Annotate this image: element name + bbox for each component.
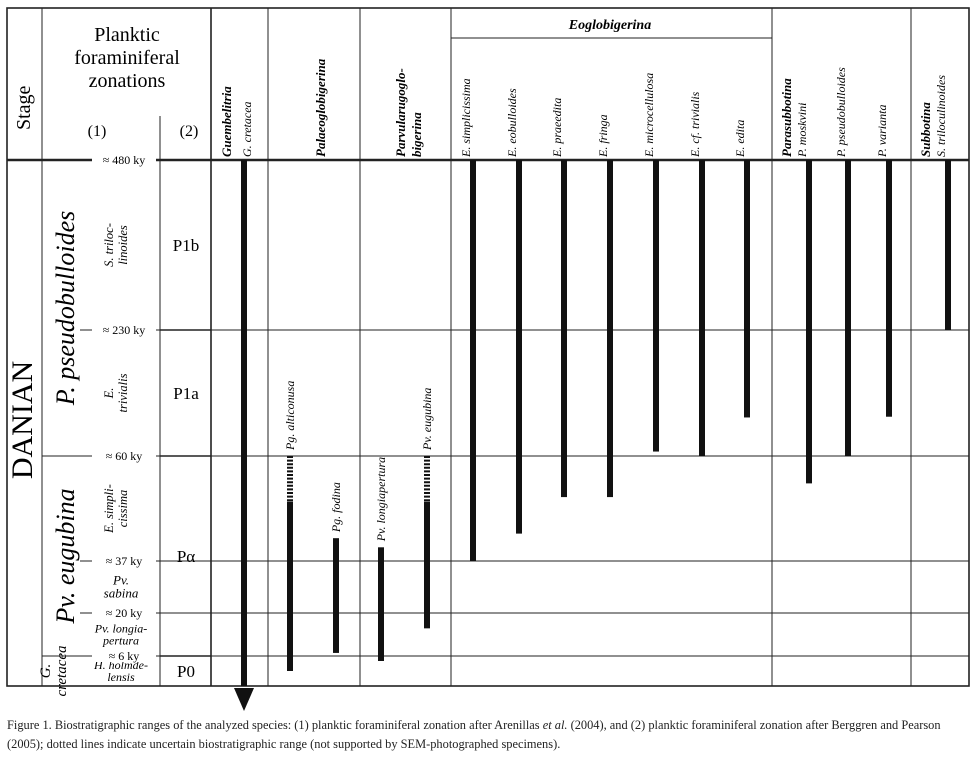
age-mark-37: ≈ 37 ky bbox=[106, 554, 143, 568]
range-g-cretacea-label: G. cretacea bbox=[240, 101, 254, 157]
range-pv-eugubina-label: Pv. eugubina bbox=[420, 388, 434, 451]
range-pg-fodina-label: Pg. fodina bbox=[329, 482, 343, 533]
range-e-cf-trivialis-label: E. cf. trivialis bbox=[688, 91, 702, 158]
range-p-pseudobulloides-bar bbox=[845, 160, 851, 456]
age-mark-20: ≈ 20 ky bbox=[106, 606, 143, 620]
stage-name: DANIAN bbox=[6, 361, 39, 479]
range-p-pseudobulloides-label: P. pseudobulloides bbox=[834, 67, 848, 158]
genus-guembelitria: Guembelitria bbox=[219, 86, 234, 157]
range-pv-longiapertura-bar bbox=[378, 547, 384, 661]
range-e-praeedita-label: E. praeedita bbox=[550, 98, 564, 158]
zone-a-name-g-cretacea-2: cretacea bbox=[54, 645, 70, 696]
zone-b-p-alpha: Pα bbox=[177, 547, 195, 566]
range-e-praeedita-bar bbox=[561, 160, 567, 498]
range-e-cf-trivialis-bar bbox=[699, 160, 705, 456]
age-mark-bg bbox=[92, 650, 156, 662]
age-mark-230: ≈ 230 ky bbox=[103, 323, 146, 337]
zone-a-name-pv-eugubina: Pv. eugubina bbox=[51, 488, 80, 624]
range-g-cretacea-arrow bbox=[234, 688, 254, 711]
subzone-e-trivialis-line-2: trivialis bbox=[116, 373, 130, 412]
subzone-s-triloc-linoides-line-2: linoides bbox=[116, 225, 130, 265]
genus-eoglobigerina: Eoglobigerina bbox=[568, 18, 651, 33]
chart-grid bbox=[6, 7, 970, 687]
genus-palaeoglobigerina: Palaeoglobigerina bbox=[313, 58, 328, 157]
zone-a-name-p-pseudobulloides: P. pseudobulloides bbox=[51, 211, 80, 407]
age-mark-480: ≈ 480 ky bbox=[103, 153, 146, 167]
range-pg-alticonusa-bar bbox=[287, 501, 293, 671]
genus-parasubbotina: Parasubbotina bbox=[779, 78, 794, 157]
range-p-moskvini-label: P. moskvini bbox=[795, 103, 809, 158]
range-s-triloculinoides-label: S. triloculinoides bbox=[934, 75, 948, 157]
range-e-fringa-label: E. fringa bbox=[596, 114, 610, 158]
zonation-columns: DANIAN P. pseudobulloides Pv. eugubina G. cr… bbox=[6, 153, 199, 697]
subzone-h-holmde-lensis-line-2: lensis bbox=[107, 670, 135, 684]
subzone-pv-longia-pertura-line-1: Pv. longia- bbox=[94, 622, 147, 636]
genus-parvularugoglobigerina-2: bigerina bbox=[409, 112, 424, 157]
range-e-simplicissima-label: E. simplicissima bbox=[459, 78, 473, 158]
range-pg-alticonusa-label: Pg. alticonusa bbox=[283, 381, 297, 451]
range-s-triloculinoides-bar bbox=[945, 160, 951, 330]
age-mark-bg bbox=[92, 555, 156, 567]
subzone-pv-sabina-line-2: sabina bbox=[104, 586, 139, 601]
subzone-e-simpli-cissima-line-1: E. simpli- bbox=[102, 484, 116, 534]
range-e-edita-label: E. edita bbox=[733, 120, 747, 158]
range-g-cretacea-bar bbox=[241, 160, 247, 686]
range-p-varianta-label: P. varianta bbox=[875, 105, 889, 158]
range-e-microcellulosa-bar bbox=[653, 160, 659, 452]
zonation-title-line: zonations bbox=[89, 70, 166, 92]
range-pg-fodina-bar bbox=[333, 538, 339, 653]
range-pv-longiapertura-label: Pv. longiapertura bbox=[374, 457, 388, 542]
zonation-title-line: foraminiferal bbox=[74, 47, 180, 69]
range-e-fringa-bar bbox=[607, 160, 613, 498]
caption-text-start: Figure 1. Biostratigraphic ranges of the… bbox=[7, 718, 543, 732]
subzone-e-simpli-cissima-line-2: cissima bbox=[116, 490, 130, 528]
stage-header: Stage bbox=[13, 85, 35, 130]
range-e-eobulloides-label: E. eobulloides bbox=[505, 88, 519, 158]
range-p-moskvini-bar bbox=[806, 160, 812, 484]
subzone-e-trivialis-line-1: E. bbox=[102, 388, 116, 400]
range-e-simplicissima-bar bbox=[470, 160, 476, 561]
range-bars: Pg. alticonusa Pg. fodina Pv. longiapertur… bbox=[234, 160, 951, 711]
subzone-pv-longia-pertura-line-2: pertura bbox=[102, 634, 139, 648]
zone-b-p1b: P1b bbox=[173, 236, 199, 255]
zone-b-p1a: P1a bbox=[173, 384, 199, 403]
zonation-col-1-label: (1) bbox=[88, 123, 107, 140]
caption-etal: et al. bbox=[542, 718, 568, 732]
zonation-col-2-label: (2) bbox=[180, 123, 199, 140]
age-mark-bg bbox=[92, 154, 156, 166]
range-e-edita-bar bbox=[744, 160, 750, 418]
age-mark-60: ≈ 60 ky bbox=[106, 449, 143, 463]
subzone-pv-sabina-line-1: Pv. bbox=[112, 573, 129, 588]
age-mark-bg bbox=[92, 450, 156, 462]
range-e-eobulloides-bar bbox=[516, 160, 522, 534]
age-mark-bg bbox=[92, 607, 156, 619]
figure-caption: Figure 1. Biostratigraphic ranges of the… bbox=[7, 716, 969, 754]
zone-b-p0: P0 bbox=[177, 662, 195, 681]
age-mark-bg bbox=[92, 324, 156, 336]
zonation-title-line: Planktic bbox=[94, 24, 160, 46]
genus-subbotina: Subbotina bbox=[918, 102, 933, 157]
range-e-microcellulosa-label: E. microcellulosa bbox=[642, 73, 656, 158]
zone-a-name-g-cretacea: G. bbox=[38, 664, 54, 679]
subzone-s-triloc-linoides-line-1: S. triloc- bbox=[102, 223, 116, 267]
range-pv-eugubina-bar bbox=[424, 501, 430, 629]
caption-text-end: (2004), and (2) planktic foraminiferal z… bbox=[7, 718, 941, 751]
age-mark-6: ≈ 6 ky bbox=[109, 649, 140, 663]
genus-parvularugoglobigerina: Parvularugoglo- bbox=[393, 68, 408, 157]
range-p-varianta-bar bbox=[886, 160, 892, 417]
outer-frame bbox=[6, 7, 970, 687]
